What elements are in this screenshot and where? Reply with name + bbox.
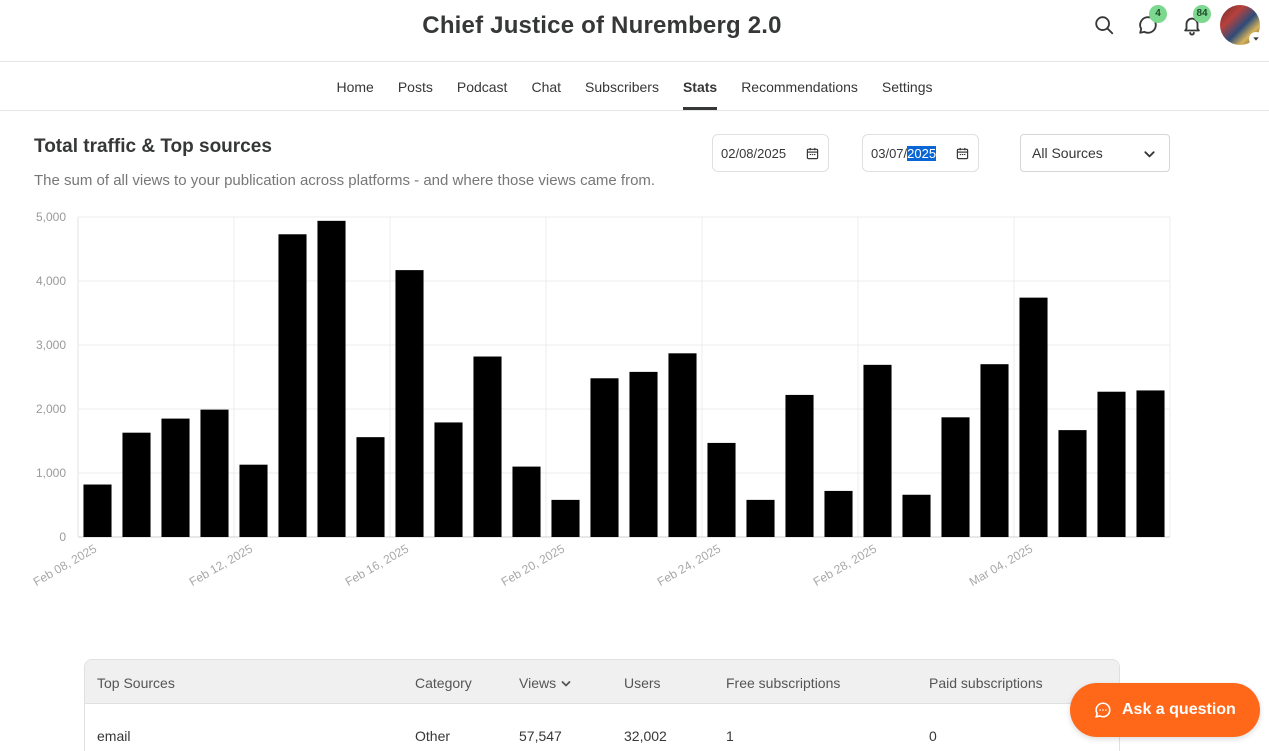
chart-bar — [395, 270, 424, 537]
bell-icon[interactable]: 84 — [1181, 5, 1211, 36]
section-subtitle: The sum of all views to your publication… — [34, 172, 656, 189]
chart-bar — [473, 356, 502, 537]
column-header-category[interactable]: Category — [415, 675, 472, 691]
ask-question-label: Ask a question — [1122, 701, 1236, 718]
x-tick-label: Feb 16, 2025 — [343, 541, 412, 589]
y-tick-label: 1,000 — [36, 466, 66, 480]
tab-stats[interactable]: Stats — [682, 62, 718, 110]
chart-bar — [122, 432, 151, 537]
chart-bar — [434, 422, 463, 537]
cell-paid-subscriptions: 0 — [929, 728, 937, 744]
end-date-prefix: 03/07/ — [871, 145, 908, 161]
table-header: Top Sources Category Views Users Free su… — [85, 660, 1119, 704]
column-header-paid-subscriptions[interactable]: Paid subscriptions — [929, 675, 1043, 691]
tab-subscribers[interactable]: Subscribers — [585, 79, 659, 95]
chart-bar — [83, 484, 112, 537]
main-nav: Home Posts Podcast Chat Subscribers Stat… — [0, 62, 1269, 111]
tab-podcast[interactable]: Podcast — [456, 79, 508, 95]
notifications-badge: 84 — [1193, 5, 1211, 23]
chart-bar — [824, 490, 853, 537]
chart-bar — [668, 353, 697, 537]
cell-source: email — [97, 728, 131, 744]
top-bar: Chief Justice of Nuremberg 2.0 4 84 — [0, 0, 1269, 62]
column-header-free-subscriptions[interactable]: Free subscriptions — [726, 675, 841, 691]
chart-bar — [590, 378, 619, 537]
chart-bar — [356, 437, 385, 537]
section-title: Total traffic & Top sources — [34, 136, 272, 157]
chart-bar — [707, 442, 736, 537]
y-tick-label: 3,000 — [36, 338, 66, 352]
messages-badge: 4 — [1149, 5, 1167, 23]
chart-bar — [746, 499, 775, 537]
source-select[interactable]: All Sources — [1020, 134, 1170, 172]
chart-bar — [161, 418, 190, 537]
calendar-icon[interactable] — [956, 147, 969, 160]
y-tick-label: 5,000 — [36, 210, 66, 224]
tab-home[interactable]: Home — [336, 79, 374, 95]
end-date-input[interactable]: 03/07/2025 — [862, 134, 979, 172]
search-icon[interactable] — [1093, 14, 1115, 36]
messages-icon[interactable]: 4 — [1137, 5, 1167, 36]
y-tick-label: 2,000 — [36, 402, 66, 416]
calendar-icon[interactable] — [806, 147, 819, 160]
publication-title[interactable]: Chief Justice of Nuremberg 2.0 — [422, 12, 782, 39]
chart-bar — [785, 394, 814, 537]
chart-bar — [863, 364, 892, 537]
top-sources-table: Top Sources Category Views Users Free su… — [84, 659, 1120, 751]
tab-chat[interactable]: Chat — [531, 79, 562, 95]
y-tick-label: 0 — [59, 530, 66, 544]
x-tick-label: Feb 24, 2025 — [655, 541, 724, 589]
x-tick-label: Feb 12, 2025 — [187, 541, 256, 589]
x-tick-label: Feb 08, 2025 — [31, 541, 100, 589]
cell-users: 32,002 — [624, 728, 667, 744]
traffic-bar-chart: 0 1,000 2,000 3,000 4,000 5,000 Feb 08, 2025 Fe… — [31, 210, 1171, 589]
chart-bar — [980, 364, 1009, 537]
column-header-views-label: Views — [519, 675, 557, 691]
end-date-year-selected: 2025 — [907, 145, 937, 161]
chevron-down-icon — [1144, 151, 1155, 158]
column-header-users[interactable]: Users — [624, 675, 661, 691]
chart-bar — [239, 464, 268, 537]
ask-question-button[interactable]: Ask a question — [1070, 683, 1260, 737]
chart-bar — [317, 220, 346, 537]
cell-category: Other — [415, 728, 451, 744]
chart-bar — [629, 371, 658, 537]
y-tick-label: 4,000 — [36, 274, 66, 288]
start-date-input[interactable]: 02/08/2025 — [712, 134, 829, 172]
column-header-top-sources[interactable]: Top Sources — [97, 675, 175, 691]
chart-bar — [200, 409, 229, 537]
chart-bar — [278, 234, 307, 537]
cell-free-subscriptions: 1 — [726, 728, 734, 744]
x-tick-label: Feb 28, 2025 — [811, 541, 880, 589]
chat-bubble-icon — [1095, 702, 1111, 718]
tab-posts[interactable]: Posts — [397, 79, 433, 95]
column-header-views[interactable]: Views — [519, 675, 572, 691]
chevron-down-icon[interactable] — [1249, 32, 1263, 46]
cell-views: 57,547 — [519, 728, 562, 744]
tab-recommendations[interactable]: Recommendations — [741, 79, 858, 95]
chart-bar — [1058, 430, 1087, 537]
chart-bar — [1097, 391, 1126, 537]
chevron-down-icon — [561, 681, 571, 687]
chart-bar — [1019, 297, 1048, 537]
tab-settings[interactable]: Settings — [881, 79, 933, 95]
chart-bar — [941, 417, 970, 537]
start-date-value: 02/08/2025 — [721, 145, 787, 161]
chart-bar — [551, 499, 580, 537]
source-select-value: All Sources — [1032, 145, 1103, 161]
chart-bar — [1136, 390, 1165, 537]
chart-bar — [512, 466, 541, 537]
x-tick-label: Mar 04, 2025 — [967, 541, 1036, 589]
x-tick-label: Feb 20, 2025 — [499, 541, 568, 589]
chart-bar — [902, 494, 931, 537]
